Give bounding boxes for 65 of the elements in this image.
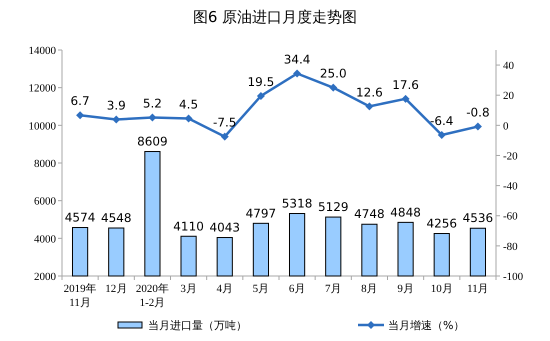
y-tick-label: 2000 <box>34 271 56 283</box>
x-tick-label: 7月 <box>325 283 342 295</box>
point <box>184 114 193 123</box>
x-tick-label: 2020年 1-2月 <box>136 283 169 309</box>
data-label: 4256 <box>426 216 458 231</box>
data-label: 5129 <box>318 200 349 214</box>
data-label: 19.5 <box>248 74 274 89</box>
data-label: -7.5 <box>213 116 236 130</box>
data-label: 4.5 <box>179 98 198 112</box>
y-tick-label: 4000 <box>34 233 56 246</box>
x-tick-label: 8月 <box>361 283 378 295</box>
x-tick-label: 11月 <box>467 283 489 295</box>
point <box>329 84 338 92</box>
point <box>293 70 302 78</box>
data-label: 4043 <box>209 220 240 235</box>
y2-tick-label: -80 <box>503 240 518 253</box>
data-label: 4574 <box>64 210 96 225</box>
point <box>76 111 84 120</box>
y2-tick-label: 0 <box>503 120 509 132</box>
x-tick-label: 12月 <box>105 283 128 295</box>
data-label: 4548 <box>100 211 132 226</box>
legend-label: 当月进口量（万吨） <box>148 319 247 332</box>
data-label: 5318 <box>282 196 312 211</box>
y2-tick-label: -20 <box>503 150 518 162</box>
data-label: 8609 <box>137 134 168 149</box>
data-label: 17.6 <box>392 78 419 92</box>
point <box>112 115 120 124</box>
legend-label: 当月增速（%） <box>388 319 464 332</box>
y2-tick-label: 20 <box>503 90 514 102</box>
y2-tick-label: -60 <box>503 210 518 223</box>
data-label: 5.2 <box>142 96 162 110</box>
data-label: -0.8 <box>466 106 490 120</box>
data-label: 34.4 <box>284 52 310 67</box>
point <box>438 130 446 139</box>
y2-tick-label: -100 <box>503 271 524 283</box>
chart-title: 图6 原油进口月度走势图 <box>192 8 358 26</box>
y-tick-label: 6000 <box>34 196 56 208</box>
y2-tick-label: -40 <box>503 180 518 193</box>
y-tick-label: 14000 <box>28 45 56 57</box>
point <box>365 102 374 110</box>
data-label: -6.4 <box>430 114 454 128</box>
point <box>220 132 229 141</box>
data-label: 3.9 <box>106 98 126 112</box>
y2-tick-label: 40 <box>503 60 514 72</box>
point <box>256 92 265 100</box>
data-label: 6.7 <box>70 94 90 108</box>
x-tick-label: 10月 <box>430 283 453 295</box>
y-tick-label: 10000 <box>28 120 56 132</box>
x-tick-label: 4月 <box>216 283 233 295</box>
point <box>402 94 410 103</box>
x-tick-label: 2019年 11月 <box>64 283 97 309</box>
data-label: 4110 <box>173 219 204 234</box>
point <box>474 122 482 131</box>
x-tick-label: 9月 <box>397 283 414 295</box>
y-tick-label: 12000 <box>28 82 56 95</box>
x-tick-label: 5月 <box>252 283 270 295</box>
x-tick-label: 3月 <box>180 283 197 295</box>
data-label: 4848 <box>390 205 421 220</box>
x-tick-label: 6月 <box>288 283 306 295</box>
y-tick-label: 8000 <box>34 158 56 170</box>
data-label: 4797 <box>246 206 276 220</box>
data-label: 25.0 <box>320 66 347 81</box>
data-label: 4748 <box>354 207 385 222</box>
data-label: 4536 <box>462 211 494 226</box>
data-label: 12.6 <box>356 85 383 100</box>
